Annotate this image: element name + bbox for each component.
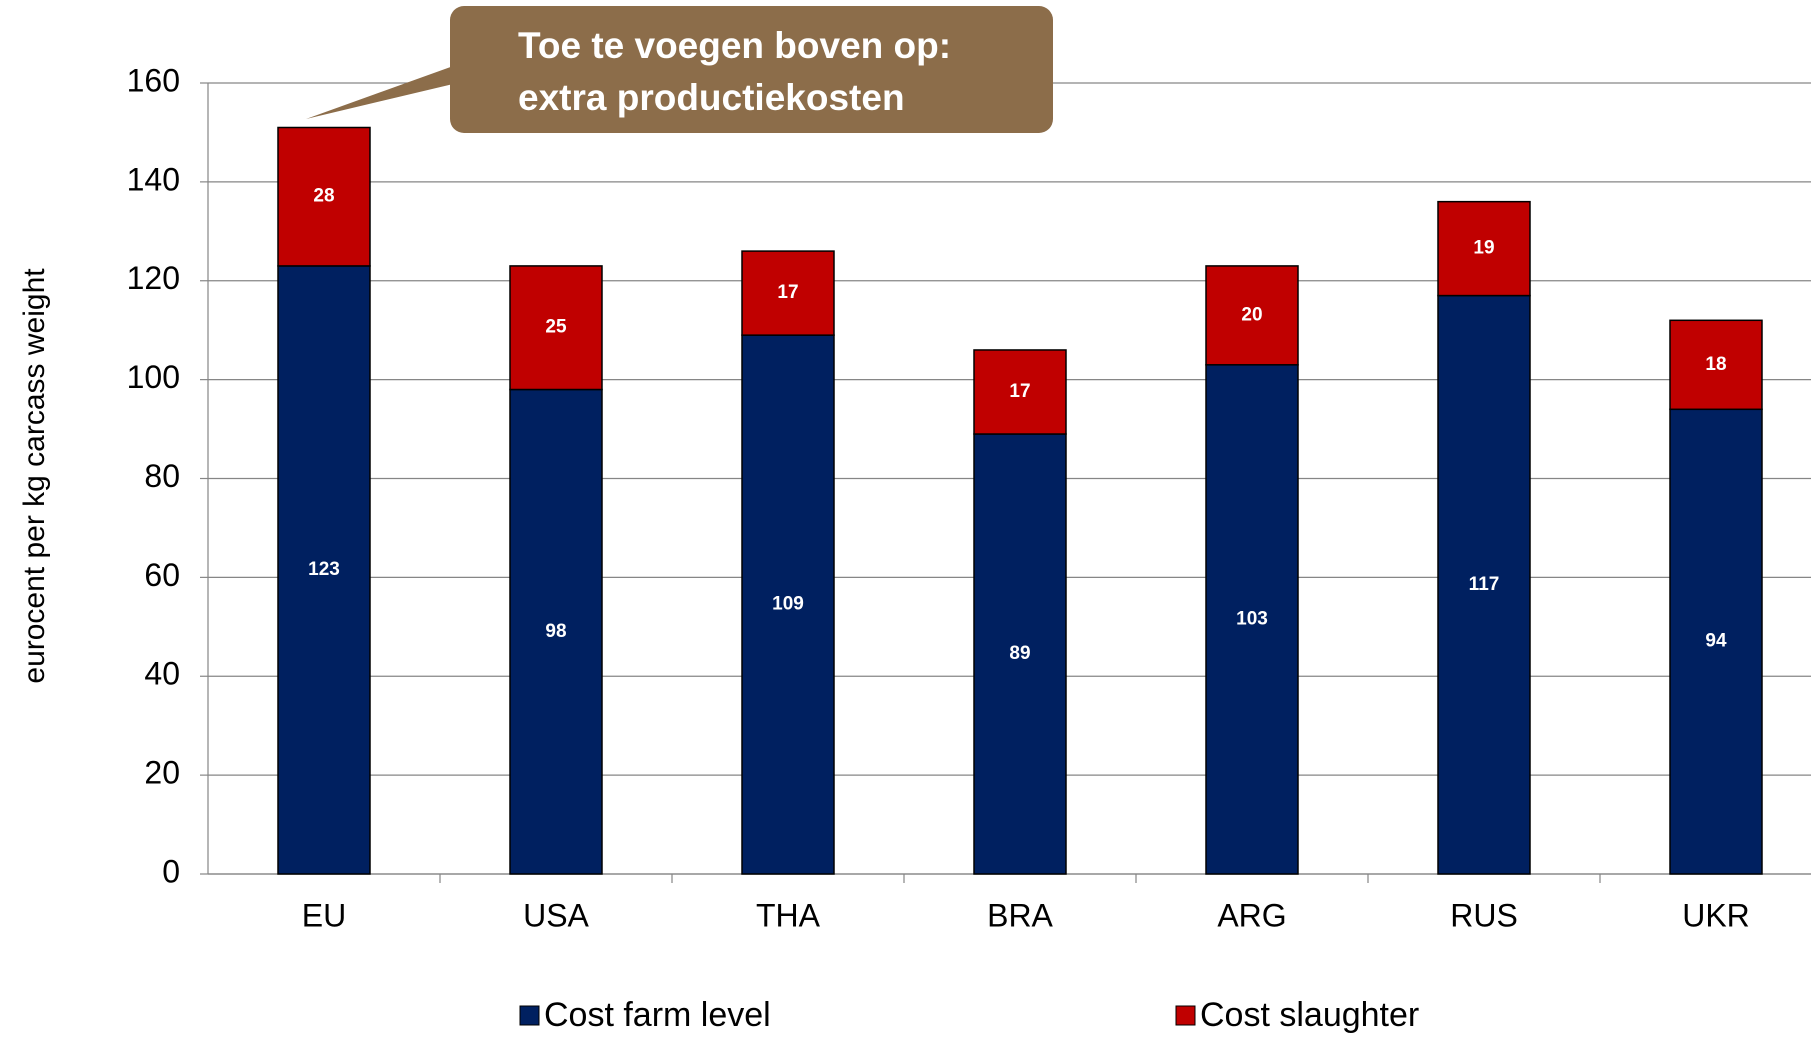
data-label: 123 <box>308 559 340 580</box>
data-label: 89 <box>1009 643 1030 664</box>
bar-segment <box>1437 200 1531 297</box>
bar-segment <box>509 388 603 875</box>
y-tick-label: 160 <box>127 62 180 98</box>
y-tick-label: 60 <box>144 557 180 593</box>
x-tick-label: EU <box>302 897 346 933</box>
data-label: 18 <box>1705 354 1726 375</box>
bar-segment <box>277 126 371 267</box>
data-label: 117 <box>1469 574 1500 595</box>
annotation: extra productiekosten <box>518 77 905 118</box>
data-label: 25 <box>545 317 567 338</box>
bar-segment <box>1205 364 1299 875</box>
y-tick-label: 140 <box>127 161 180 197</box>
data-label: 19 <box>1473 238 1494 259</box>
bar-segment <box>1669 408 1763 875</box>
x-tick-label: USA <box>523 897 589 933</box>
data-label: 94 <box>1705 631 1727 652</box>
legend-swatch <box>1175 1005 1196 1026</box>
x-tick-label: THA <box>756 897 821 933</box>
bar-segment <box>1205 265 1299 366</box>
x-tick-label: UKR <box>1682 897 1750 933</box>
y-tick-label: 100 <box>127 359 180 395</box>
data-label: 103 <box>1236 608 1268 629</box>
bar-segment <box>509 265 603 391</box>
x-tick-label: RUS <box>1450 897 1518 933</box>
legend-swatch <box>519 1005 540 1026</box>
bar-segment <box>973 349 1067 435</box>
bar-segment <box>741 334 835 875</box>
y-tick-label: 40 <box>144 656 180 692</box>
legend-label: Cost farm level <box>544 996 771 1034</box>
bar-segment <box>1669 319 1763 411</box>
annotation: Toe te voegen boven op: <box>518 25 951 66</box>
y-tick-label: 80 <box>144 458 180 494</box>
y-tick-label: 120 <box>127 260 180 296</box>
x-tick-label: ARG <box>1217 897 1286 933</box>
data-label: 28 <box>313 186 334 207</box>
data-label: 109 <box>772 594 804 615</box>
bar-segment <box>1437 294 1531 875</box>
callout: Toe te voegen boven op: extra productiek… <box>306 6 1053 133</box>
y-axis-label: eurocent per kg carcass weight <box>18 268 51 684</box>
y-tick-label: 0 <box>162 853 180 889</box>
bar-segment <box>741 250 835 336</box>
data-label: 17 <box>1009 381 1030 402</box>
data-label: 20 <box>1241 304 1262 325</box>
x-tick-label: BRA <box>987 897 1053 933</box>
bar-segment <box>973 433 1067 875</box>
y-tick-label: 20 <box>144 755 180 791</box>
data-label: 98 <box>545 621 566 642</box>
bar-segment <box>277 265 371 875</box>
data-label: 17 <box>777 282 798 303</box>
callout-pointer <box>306 60 470 119</box>
legend-label: Cost slaughter <box>1200 996 1419 1034</box>
callout-box <box>450 6 1053 133</box>
